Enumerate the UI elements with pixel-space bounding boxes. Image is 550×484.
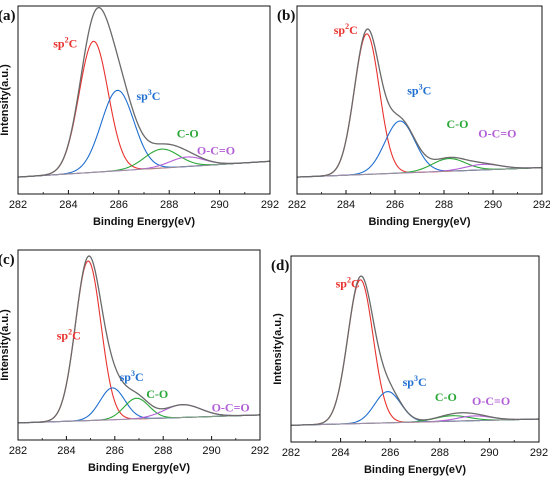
series-curve-co3 xyxy=(297,158,542,178)
y-axis-title: Intensity(a.u.) xyxy=(0,309,11,381)
curves xyxy=(18,6,270,178)
x-tick-label: 290 xyxy=(480,447,498,459)
panel-tag: (b) xyxy=(277,8,295,24)
background-line xyxy=(297,167,542,178)
x-tick-label: 284 xyxy=(59,199,77,211)
x-tick-label: 292 xyxy=(251,445,269,457)
series-curve-sp1 xyxy=(297,33,542,178)
peak-label: sp2C xyxy=(336,276,360,291)
xps-panel-1: 282 284 286 288 290 292 Binding Energy(eV) Inte… xyxy=(0,5,279,228)
x-axis-title: Binding Energy(eV) xyxy=(93,216,195,228)
peak-label: sp3C xyxy=(403,374,427,389)
panel-tag: (c) xyxy=(0,252,15,268)
series-curve-oco4 xyxy=(18,156,270,178)
x-tick-label: 286 xyxy=(110,199,128,211)
xps-panel-4: 282 284 286 288 290 292 Binding Energy(eV) Inte… xyxy=(271,255,548,476)
peak-label: C-O xyxy=(177,127,199,141)
x-tick-label: 290 xyxy=(484,199,502,211)
background-line xyxy=(291,418,539,426)
x-tick-label: 284 xyxy=(57,445,75,457)
peak-label: C-O xyxy=(446,117,468,131)
xps-panel-3: 282 284 286 288 290 292 Binding Energy(eV) Inte… xyxy=(0,249,269,474)
x-tick-label: 284 xyxy=(337,199,355,211)
y-axis-title: Intensity(a.u.) xyxy=(272,313,284,385)
series-curve-oco4 xyxy=(291,415,539,426)
xps-panel-2: 282 284 286 288 290 292 Binding Energy(eV) (b) s… xyxy=(277,5,550,228)
peak-label: sp3C xyxy=(136,88,160,103)
x-tick-label: 292 xyxy=(261,199,279,211)
peak-label: O-C=O xyxy=(197,144,235,158)
peak-label: C-O xyxy=(435,390,457,404)
x-tick-label: 286 xyxy=(106,445,124,457)
x-tick-label: 282 xyxy=(282,447,300,459)
x-tick-label: 288 xyxy=(160,199,178,211)
envelope-curve xyxy=(297,28,542,178)
peak-label: O-C=O xyxy=(212,401,250,415)
panel-tag: (a) xyxy=(0,8,16,24)
x-tick-label: 288 xyxy=(431,447,449,459)
envelope-curve xyxy=(291,275,539,426)
y-axis-title: Intensity(a.u.) xyxy=(0,64,11,136)
x-axis-title: Binding Energy(eV) xyxy=(88,462,190,474)
x-tick-label: 282 xyxy=(9,445,27,457)
background-line xyxy=(18,414,260,424)
peak-label: sp2C xyxy=(53,35,77,50)
peak-label: sp2C xyxy=(57,327,81,342)
peak-label: sp3C xyxy=(120,369,144,384)
envelope-curve xyxy=(18,6,270,178)
curves xyxy=(291,275,539,426)
x-tick-label: 282 xyxy=(9,199,27,211)
curves xyxy=(297,28,542,178)
x-tick-label: 288 xyxy=(435,199,453,211)
peak-label: O-C=O xyxy=(478,127,516,141)
curves xyxy=(18,255,260,424)
envelope-curve xyxy=(18,255,260,424)
x-tick-label: 282 xyxy=(288,199,306,211)
peak-label: sp3C xyxy=(407,82,431,97)
x-tick-label: 290 xyxy=(202,445,220,457)
x-axis-title: Binding Energy(eV) xyxy=(368,216,470,228)
x-tick-label: 286 xyxy=(381,447,399,459)
peak-label: O-C=O xyxy=(472,394,510,408)
x-tick-label: 286 xyxy=(386,199,404,211)
x-tick-label: 288 xyxy=(154,445,172,457)
x-tick-label: 292 xyxy=(533,199,550,211)
x-tick-label: 292 xyxy=(530,447,548,459)
panel-tag: (d) xyxy=(271,258,289,274)
x-tick-label: 290 xyxy=(210,199,228,211)
plot-frame xyxy=(290,255,540,443)
x-axis-title: Binding Energy(eV) xyxy=(364,464,466,476)
peak-label: C-O xyxy=(146,387,168,401)
x-tick-label: 284 xyxy=(331,447,349,459)
peak-label: sp2C xyxy=(334,22,358,37)
